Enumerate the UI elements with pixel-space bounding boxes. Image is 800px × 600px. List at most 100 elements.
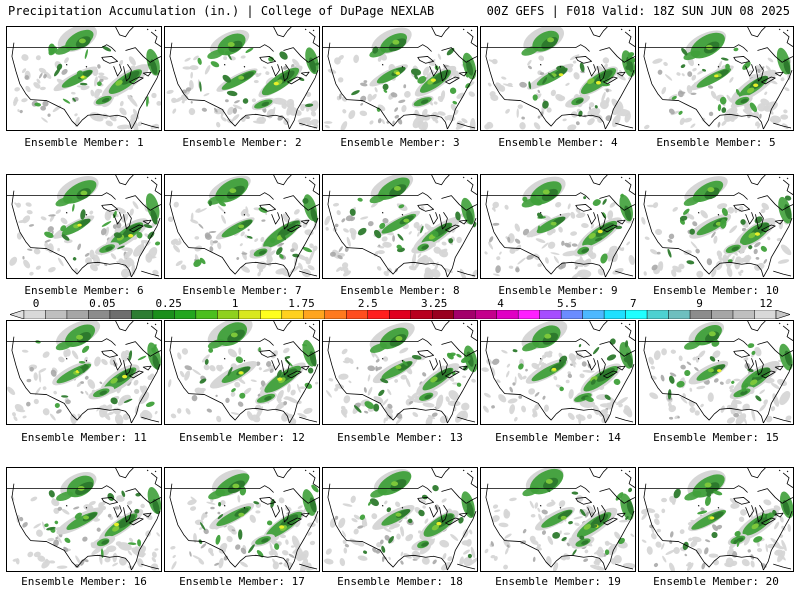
ensemble-member-map	[322, 467, 478, 572]
precip-map	[323, 468, 477, 571]
colorbar-segment	[475, 310, 497, 319]
ensemble-member-map	[164, 26, 320, 131]
colorbar-segment	[732, 310, 755, 319]
ensemble-member-label: Ensemble Member: 5	[656, 136, 776, 149]
colorbar-segment	[582, 310, 605, 319]
ensemble-member-label: Ensemble Member: 10	[653, 284, 779, 297]
colorbar-segment	[668, 310, 691, 319]
ensemble-member-label: Ensemble Member: 6	[24, 284, 144, 297]
colorbar-segment	[23, 310, 46, 319]
precip-map	[323, 27, 477, 130]
ensemble-member-label: Ensemble Member: 3	[340, 136, 460, 149]
ensemble-member-map	[6, 26, 162, 131]
precip-map	[7, 27, 161, 130]
colorbar-tick-label: 0.25	[155, 297, 182, 310]
ensemble-member-label: Ensemble Member: 1	[24, 136, 144, 149]
colorbar-segment	[303, 310, 325, 319]
precip-map	[7, 321, 161, 424]
colorbar-segment	[174, 310, 197, 319]
ensemble-member-map	[164, 467, 320, 572]
colorbar-segment	[109, 310, 132, 319]
colorbar-strip	[10, 310, 790, 319]
colorbar-segment	[131, 310, 154, 319]
ensemble-member-map	[480, 26, 636, 131]
colorbar-tick-label: 2.5	[357, 297, 378, 310]
ensemble-member-map	[6, 467, 162, 572]
precip-map	[639, 175, 793, 278]
precip-map	[481, 175, 635, 278]
precip-map	[639, 27, 793, 130]
colorbar-segment	[646, 310, 669, 319]
colorbar-segment	[496, 310, 519, 319]
precip-map	[165, 321, 319, 424]
colorbar-tick-label: 4	[497, 297, 504, 310]
colorbar-segment	[711, 310, 734, 319]
ensemble-member-label: Ensemble Member: 9	[498, 284, 618, 297]
ensemble-member-label: Ensemble Member: 15	[653, 431, 779, 444]
colorbar-segment	[389, 310, 411, 319]
colorbar-tick-label: 5.5	[556, 297, 577, 310]
colorbar-segment	[432, 310, 454, 319]
ensemble-member-label: Ensemble Member: 19	[495, 575, 621, 588]
ensemble-member-map	[638, 320, 794, 425]
colorbar-segment	[324, 310, 347, 319]
ensemble-member-label: Ensemble Member: 11	[21, 431, 147, 444]
precip-map	[481, 27, 635, 130]
precip-map	[323, 175, 477, 278]
precip-map	[165, 468, 319, 571]
precip-map	[165, 27, 319, 130]
precip-map	[323, 321, 477, 424]
colorbar-segment	[754, 310, 777, 319]
colorbar-segment	[517, 310, 540, 319]
ensemble-member-label: Ensemble Member: 18	[337, 575, 463, 588]
colorbar-segment	[217, 310, 240, 319]
colorbar-segment	[367, 310, 390, 319]
colorbar-segment	[453, 310, 476, 319]
ensemble-member-label: Ensemble Member: 20	[653, 575, 779, 588]
ensemble-member-label: Ensemble Member: 16	[21, 575, 147, 588]
page-title: Precipitation Accumulation (in.) | Colle…	[8, 4, 435, 18]
precip-map	[7, 175, 161, 278]
ensemble-member-map	[164, 320, 320, 425]
colorbar-segment	[66, 310, 89, 319]
ensemble-member-map	[164, 174, 320, 279]
ensemble-member-map	[6, 174, 162, 279]
ensemble-member-label: Ensemble Member: 13	[337, 431, 463, 444]
colorbar-tick-label: 1.75	[288, 297, 315, 310]
ensemble-member-map	[322, 26, 478, 131]
colorbar-tick-label: 0.05	[89, 297, 116, 310]
ensemble-member-map	[322, 174, 478, 279]
colorbar-segment	[560, 310, 583, 319]
colorbar-segment	[45, 310, 68, 319]
precip-map	[481, 321, 635, 424]
ensemble-member-map	[480, 467, 636, 572]
precip-map	[639, 321, 793, 424]
ensemble-member-map	[480, 174, 636, 279]
precip-map	[481, 468, 635, 571]
colorbar-segment	[238, 310, 261, 319]
colorbar-tick-label: 12	[759, 297, 773, 310]
colorbar-segment	[410, 310, 433, 319]
ensemble-member-label: Ensemble Member: 8	[340, 284, 460, 297]
ensemble-member-map	[322, 320, 478, 425]
colorbar: 0 0.05 0.25 1 1.75 2.5 3.25 4 5.5 7 9 12	[10, 298, 790, 320]
colorbar-segment	[260, 310, 283, 319]
ensemble-member-map	[480, 320, 636, 425]
colorbar-right-arrow	[775, 310, 790, 319]
colorbar-segment	[689, 310, 712, 319]
colorbar-segment	[152, 310, 175, 319]
colorbar-tick-label: 9	[696, 297, 703, 310]
colorbar-segment	[195, 310, 218, 319]
colorbar-segment	[625, 310, 648, 319]
ensemble-member-label: Ensemble Member: 2	[182, 136, 302, 149]
colorbar-left-arrow	[10, 310, 25, 319]
ensemble-member-map	[638, 26, 794, 131]
colorbar-tick-label: 3.25	[420, 297, 448, 310]
colorbar-segment	[603, 310, 626, 319]
precip-map	[165, 175, 319, 278]
ensemble-member-label: Ensemble Member: 17	[179, 575, 305, 588]
ensemble-member-map	[638, 467, 794, 572]
colorbar-tick-label: 0	[32, 297, 40, 310]
ensemble-member-map	[6, 320, 162, 425]
ensemble-member-label: Ensemble Member: 12	[179, 431, 305, 444]
